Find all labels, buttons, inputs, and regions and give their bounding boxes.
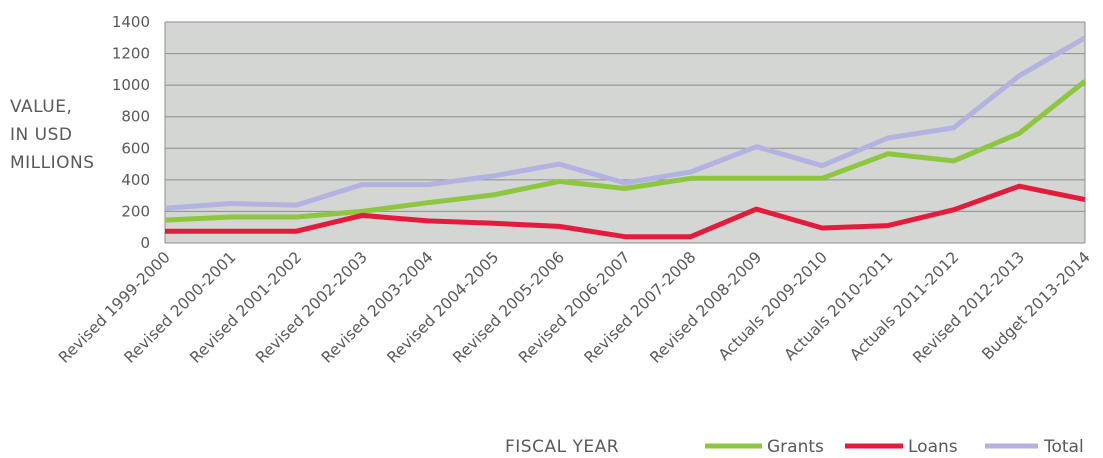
x-tick-label: Revised 1999-2000 (55, 248, 174, 367)
x-tick-label: Actuals 2009-2010 (715, 248, 831, 364)
series-lines (164, 35, 1087, 240)
x-tick-label: Revised 2012-2013 (909, 248, 1028, 367)
y-tick-label: 600 (121, 139, 150, 157)
series-line-total (164, 35, 1087, 211)
x-axis-title: FISCAL YEAR (505, 437, 619, 457)
y-tick-label: 1000 (112, 76, 150, 94)
legend-label: Grants (767, 437, 824, 457)
x-tick-label: Revised 2005-2006 (449, 248, 568, 367)
x-tick-label: Revised 2002-2003 (252, 248, 371, 367)
x-tick-label: Revised 2001-2002 (186, 248, 305, 367)
legend: Grants Loans Total (705, 437, 1084, 457)
x-tick-label: Revised 2008-2009 (646, 248, 765, 367)
y-axis-title-line-3: MILLIONS (10, 153, 95, 173)
y-axis-title-line-2: IN USD (10, 125, 72, 145)
x-tick-label: Actuals 2010-2011 (781, 248, 897, 364)
x-tick-label: Revised 2006-2007 (515, 248, 634, 367)
x-tick-label: Revised 2003-2004 (318, 248, 437, 367)
y-axis-title-line-1: VALUE, (10, 97, 72, 117)
y-tick-label: 1400 (112, 13, 150, 31)
gridlines (164, 21, 1086, 244)
y-tick-labels: 0 200 400 600 800 1000 1200 1400 (112, 13, 150, 252)
x-tick-label: Budget 2013-2014 (978, 248, 1093, 363)
x-tick-label: Revised 2000-2001 (121, 248, 240, 367)
legend-label: Loans (908, 437, 958, 457)
legend-label: Total (1043, 437, 1084, 457)
y-tick-label: 0 (140, 234, 150, 252)
legend-item-grants: Grants (705, 437, 824, 457)
series-line-loans (165, 183, 1086, 240)
legend-item-total: Total (985, 437, 1084, 457)
y-tick-label: 800 (121, 108, 150, 126)
y-tick-label: 1200 (112, 45, 150, 63)
y-axis-title: VALUE, IN USD MILLIONS (10, 97, 95, 173)
y-tick-label: 200 (121, 202, 150, 220)
series-line-grants (164, 79, 1087, 223)
legend-item-loans: Loans (845, 437, 958, 457)
x-tick-label: Revised 2004-2005 (384, 248, 503, 367)
x-tick-label: Actuals 2011-2012 (846, 248, 962, 364)
y-tick-label: 400 (121, 171, 150, 189)
x-tick-label: Revised 2007-2008 (581, 248, 700, 367)
